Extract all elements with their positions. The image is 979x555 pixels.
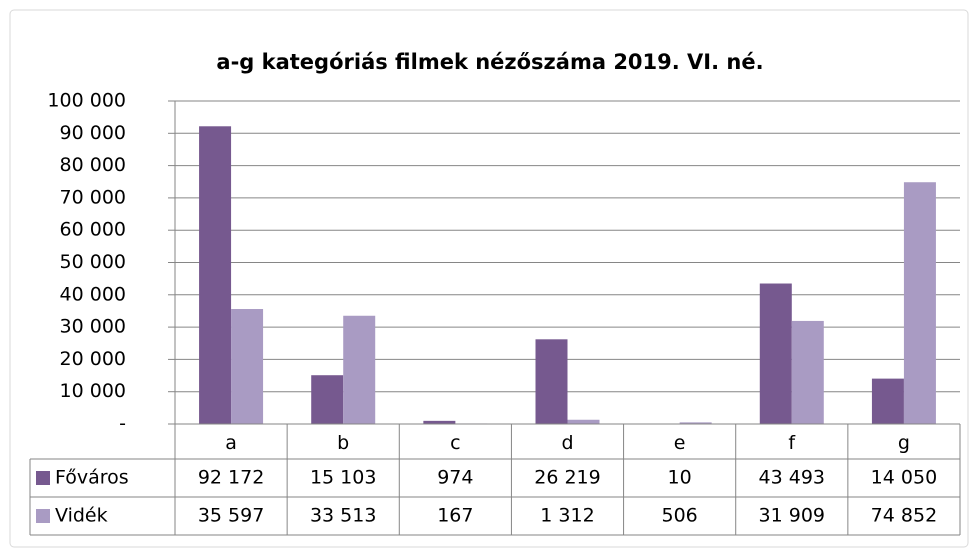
- y-tick-label: 50 000: [60, 251, 126, 273]
- chart-title: a-g kategóriás filmek nézőszáma 2019. VI…: [216, 50, 763, 74]
- data-table-value: 31 909: [759, 505, 825, 527]
- data-table-value: 35 597: [198, 505, 264, 527]
- bar: [759, 283, 792, 424]
- data-table-value: 974: [437, 467, 473, 489]
- data-table-value: 26 219: [534, 467, 600, 489]
- data-table-value: 14 050: [871, 467, 937, 489]
- x-tick-label: c: [450, 432, 460, 454]
- x-tick-label: g: [898, 432, 910, 454]
- x-tick-label: f: [788, 432, 796, 454]
- bar: [311, 375, 344, 424]
- bar: [423, 420, 456, 424]
- y-tick-label: 70 000: [60, 186, 126, 208]
- legend-label: Vidék: [55, 505, 108, 527]
- bar: [791, 320, 824, 424]
- bar: [199, 126, 232, 425]
- bar: [343, 315, 376, 424]
- data-table-value: 74 852: [871, 505, 937, 527]
- bar: [535, 339, 568, 424]
- legend-swatch: [36, 509, 50, 523]
- x-tick-label: e: [674, 432, 686, 454]
- data-table-value: 506: [662, 505, 698, 527]
- y-tick-label: 100 000: [47, 90, 126, 112]
- y-tick-label: 40 000: [60, 283, 126, 305]
- x-tick-label: a: [225, 432, 237, 454]
- bar: [567, 419, 600, 424]
- data-table-value: 10: [668, 467, 692, 489]
- data-table-value: 92 172: [198, 467, 264, 489]
- data-table-value: 33 513: [310, 505, 376, 527]
- y-tick-label: 20 000: [60, 348, 126, 370]
- y-tick-label: 10 000: [60, 380, 126, 402]
- x-tick-label: d: [561, 432, 573, 454]
- data-table-value: 15 103: [310, 467, 376, 489]
- bar: [871, 378, 904, 424]
- x-tick-label: b: [337, 432, 349, 454]
- bar: [231, 309, 264, 424]
- y-tick-label: 90 000: [60, 122, 126, 144]
- legend-swatch: [36, 471, 50, 485]
- y-tick-label: 60 000: [60, 219, 126, 241]
- legend-label: Főváros: [55, 467, 129, 489]
- bar: [903, 182, 936, 424]
- data-table-value: 1 312: [540, 505, 594, 527]
- data-table-value: 43 493: [759, 467, 825, 489]
- data-table-value: 167: [437, 505, 473, 527]
- y-tick-label: 30 000: [60, 316, 126, 338]
- bar: [679, 422, 712, 424]
- y-tick-label: -: [119, 413, 126, 435]
- y-tick-label: 80 000: [60, 154, 126, 176]
